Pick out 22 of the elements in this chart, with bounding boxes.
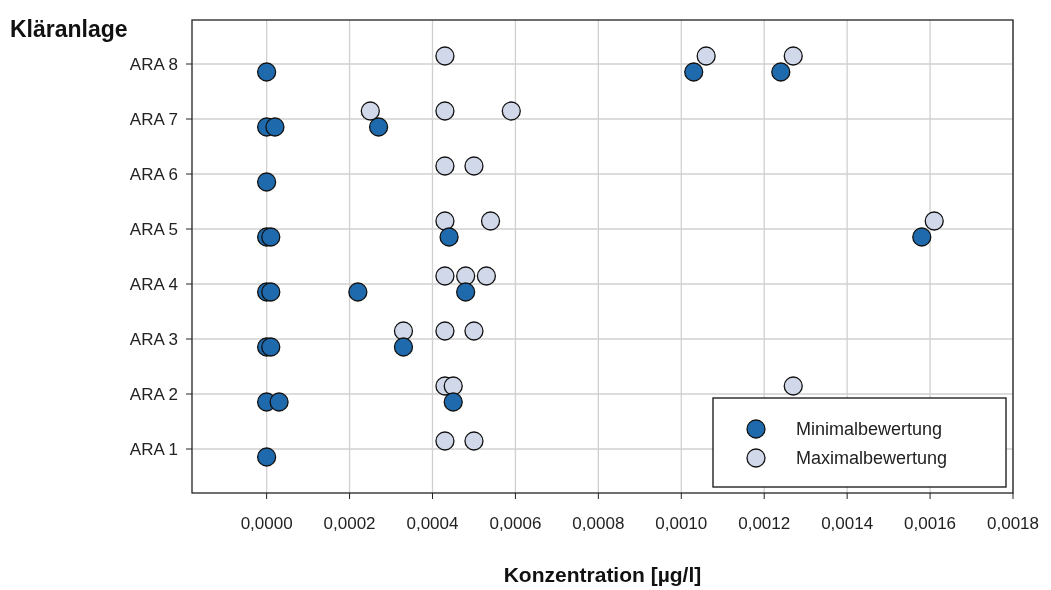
y-tick-label: ARA 3 [129, 329, 178, 349]
legend-label: Minimalbewertung [796, 419, 943, 440]
y-tick-label: ARA 2 [129, 384, 178, 404]
y-tick-label: ARA 8 [129, 54, 178, 74]
x-tick-label: 0,0010 [655, 514, 708, 533]
legend-label: Maximalbewertung [796, 448, 948, 469]
x-tick-label: 0,0014 [821, 514, 874, 533]
y-tick-label: ARA 1 [129, 439, 178, 459]
x-axis-title: Konzentration [µg/l] [503, 563, 702, 586]
x-tick-label: 0,0006 [489, 514, 542, 533]
x-tick-label: 0,0002 [323, 514, 376, 533]
x-tick-label: 0,0000 [240, 514, 293, 533]
y-tick-label: ARA 5 [129, 219, 178, 239]
x-tick-label: 0,0016 [904, 514, 957, 533]
y-tick-label: ARA 6 [129, 164, 178, 184]
x-tick-label: 0,0008 [572, 514, 625, 533]
y-tick-label: ARA 4 [129, 274, 178, 294]
x-tick-label: 0,0012 [738, 514, 791, 533]
y-axis-title: Kläranlage [10, 16, 128, 42]
x-tick-label: 0,0004 [406, 514, 459, 533]
x-tick-label: 0,0018 [987, 514, 1039, 533]
y-tick-label: ARA 7 [129, 109, 178, 129]
